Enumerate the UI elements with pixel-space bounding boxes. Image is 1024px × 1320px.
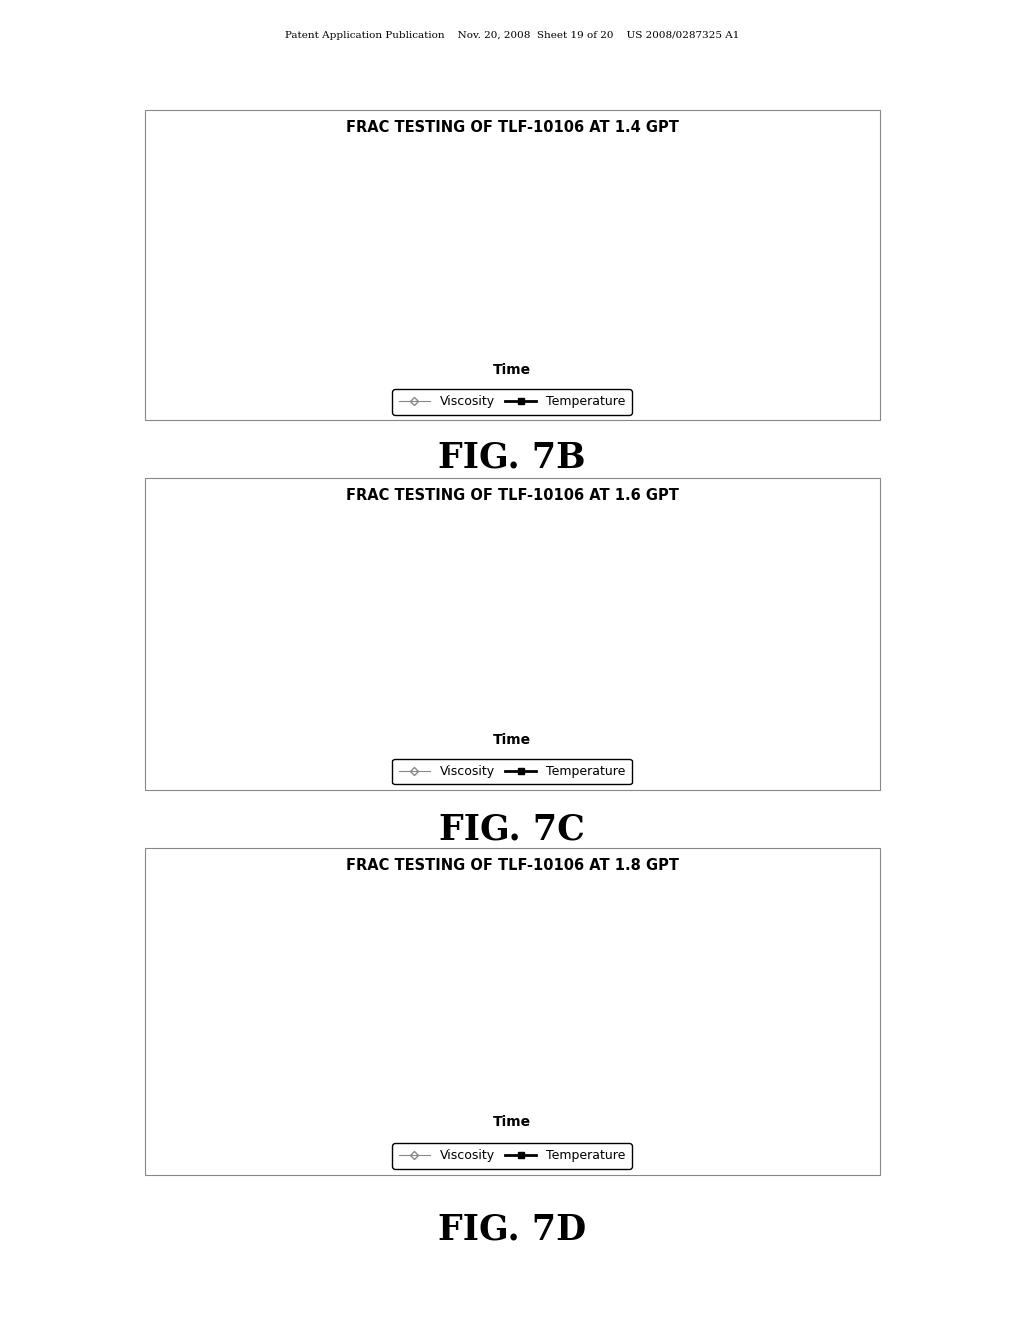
Text: FRAC TESTING OF TLF-10106 AT 1.6 GPT: FRAC TESTING OF TLF-10106 AT 1.6 GPT	[345, 487, 679, 503]
Y-axis label: Viscosity cP @ 100 s⁻¹: Viscosity cP @ 100 s⁻¹	[180, 183, 194, 315]
Y-axis label: Viscosity cP @ 100 s⁻¹: Viscosity cP @ 100 s⁻¹	[180, 929, 194, 1061]
Text: Time: Time	[493, 733, 531, 747]
Y-axis label: Temperature °F: Temperature °F	[865, 573, 878, 664]
Legend: Viscosity, Temperature: Viscosity, Temperature	[392, 1143, 632, 1168]
Text: Time: Time	[493, 1115, 531, 1129]
Legend: Viscosity, Temperature: Viscosity, Temperature	[392, 759, 632, 784]
Y-axis label: Viscosity cP @ 100 s⁻¹: Viscosity cP @ 100 s⁻¹	[180, 553, 194, 684]
Legend: Viscosity, Temperature: Viscosity, Temperature	[392, 389, 632, 414]
Text: FIG. 7C: FIG. 7C	[439, 812, 585, 846]
Y-axis label: Temperature °F: Temperature °F	[865, 949, 878, 1041]
Text: Time: Time	[493, 363, 531, 378]
Text: FRAC TESTING OF TLF-10106 AT 1.4 GPT: FRAC TESTING OF TLF-10106 AT 1.4 GPT	[345, 120, 679, 135]
Text: FRAC TESTING OF TLF-10106 AT 1.8 GPT: FRAC TESTING OF TLF-10106 AT 1.8 GPT	[345, 858, 679, 874]
Text: FIG. 7D: FIG. 7D	[438, 1213, 586, 1247]
Text: Patent Application Publication    Nov. 20, 2008  Sheet 19 of 20    US 2008/02873: Patent Application Publication Nov. 20, …	[285, 30, 739, 40]
Text: FIG. 7B: FIG. 7B	[438, 441, 586, 475]
Y-axis label: Temperature °F: Temperature °F	[865, 203, 878, 296]
